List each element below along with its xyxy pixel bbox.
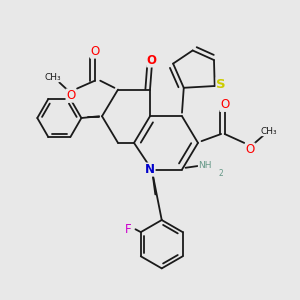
Text: 2: 2 <box>218 169 223 178</box>
Text: NH: NH <box>198 161 212 170</box>
Text: O: O <box>220 98 229 111</box>
Text: O: O <box>246 143 255 156</box>
Text: CH₃: CH₃ <box>45 73 61 82</box>
Text: CH₃: CH₃ <box>261 127 278 136</box>
Text: O: O <box>147 54 157 67</box>
Text: F: F <box>125 223 132 236</box>
Text: O: O <box>66 89 75 102</box>
Text: S: S <box>216 78 226 91</box>
Text: N: N <box>145 163 155 176</box>
Text: O: O <box>90 45 100 58</box>
